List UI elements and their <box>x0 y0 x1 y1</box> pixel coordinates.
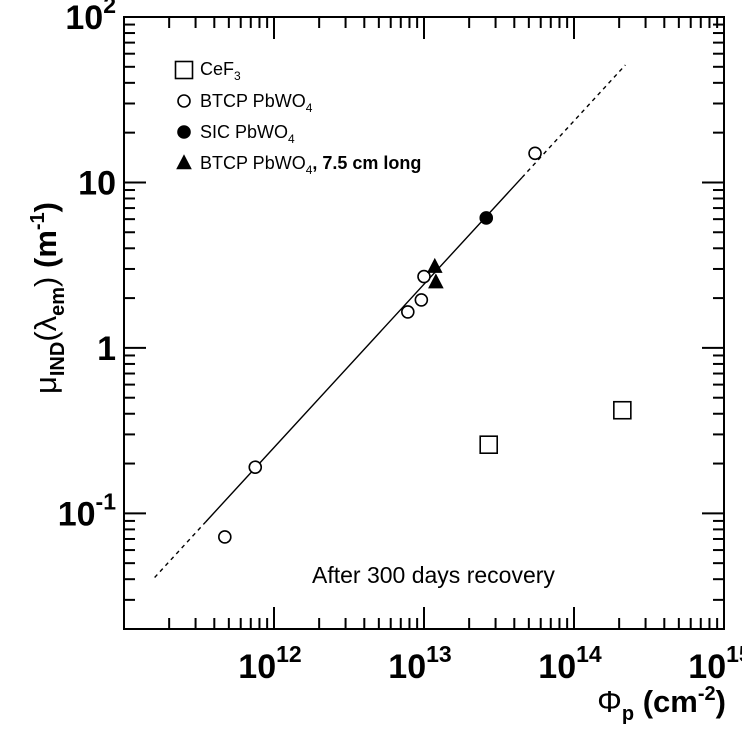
legend: CeF3 BTCP PbWO4 SIC PbWO4 BTCP PbWO4, 7.… <box>174 59 421 177</box>
legend-entry-0: CeF3 <box>200 59 241 83</box>
fit-line-dashed <box>521 64 626 179</box>
y-tick-label: 102 <box>65 0 116 37</box>
annotation: After 300 days recovery <box>312 562 555 588</box>
data-point-series-1 <box>414 293 429 307</box>
y-tick-label: 10 <box>78 164 116 202</box>
data-point-series-3 <box>426 257 443 273</box>
axis-ticks <box>123 16 725 630</box>
x-tick-label: 1015 <box>688 641 742 686</box>
legend-entry-3: BTCP PbWO4, 7.5 cm long <box>200 153 421 177</box>
data-point-series-1 <box>401 305 415 319</box>
x-tick-labels: 1012 1013 1014 1015 <box>238 641 742 686</box>
x-tick-label: 1014 <box>538 641 602 686</box>
data-point-series-3 <box>428 273 444 289</box>
fit-line-dashed <box>154 521 207 578</box>
data-points <box>218 146 632 544</box>
y-tick-labels: 102 10 1 10-1 <box>58 0 116 533</box>
legend-entry-2: SIC PbWO4 <box>200 122 295 146</box>
y-tick-label: 10-1 <box>58 488 116 533</box>
data-point-series-1 <box>218 530 232 544</box>
data-point-series-1 <box>417 269 431 284</box>
y-axis-title: μIND(λem) (m-1) <box>27 202 69 394</box>
legend-marker-2 <box>177 125 191 139</box>
legend-marker-3 <box>176 154 192 170</box>
y-tick-label: 1 <box>97 330 116 368</box>
x-tick-label: 1012 <box>238 641 301 686</box>
x-tick-label: 1013 <box>388 641 451 686</box>
data-point-series-2 <box>479 211 494 225</box>
legend-entry-1: BTCP PbWO4 <box>200 91 313 115</box>
data-point-series-0 <box>613 400 632 420</box>
legend-markers <box>174 60 194 170</box>
data-point-series-0 <box>479 435 499 454</box>
legend-marker-1 <box>177 94 191 108</box>
data-point-series-1 <box>528 146 542 161</box>
data-point-series-1 <box>248 460 263 475</box>
legend-marker-0 <box>174 60 194 80</box>
x-axis-title: Φp (cm-2) <box>597 683 726 725</box>
